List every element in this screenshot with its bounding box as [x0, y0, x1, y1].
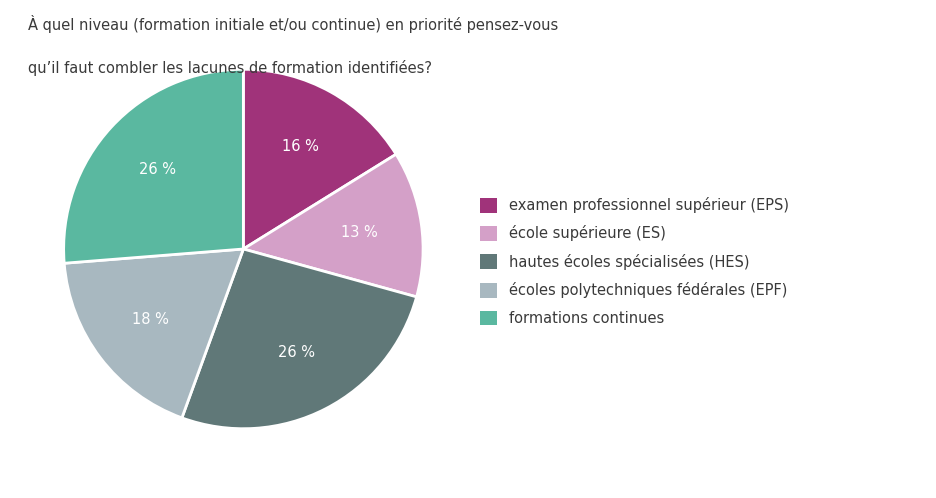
Wedge shape — [64, 69, 243, 263]
Legend: examen professionnel supérieur (EPS), école supérieure (ES), hautes écoles spéci: examen professionnel supérieur (EPS), éc… — [475, 193, 793, 330]
Text: qu’il faut combler les lacunes de formation identifiées?: qu’il faut combler les lacunes de format… — [28, 60, 432, 76]
Text: 26 %: 26 % — [278, 345, 315, 361]
Text: 16 %: 16 % — [282, 139, 318, 154]
Wedge shape — [243, 69, 396, 249]
Wedge shape — [243, 154, 423, 297]
Text: 18 %: 18 % — [132, 312, 168, 327]
Text: À quel niveau (formation initiale et/ou continue) en priorité pensez-vous: À quel niveau (formation initiale et/ou … — [28, 15, 559, 33]
Wedge shape — [182, 249, 417, 429]
Text: 13 %: 13 % — [341, 225, 377, 240]
Text: 26 %: 26 % — [139, 162, 176, 177]
Wedge shape — [65, 249, 243, 418]
